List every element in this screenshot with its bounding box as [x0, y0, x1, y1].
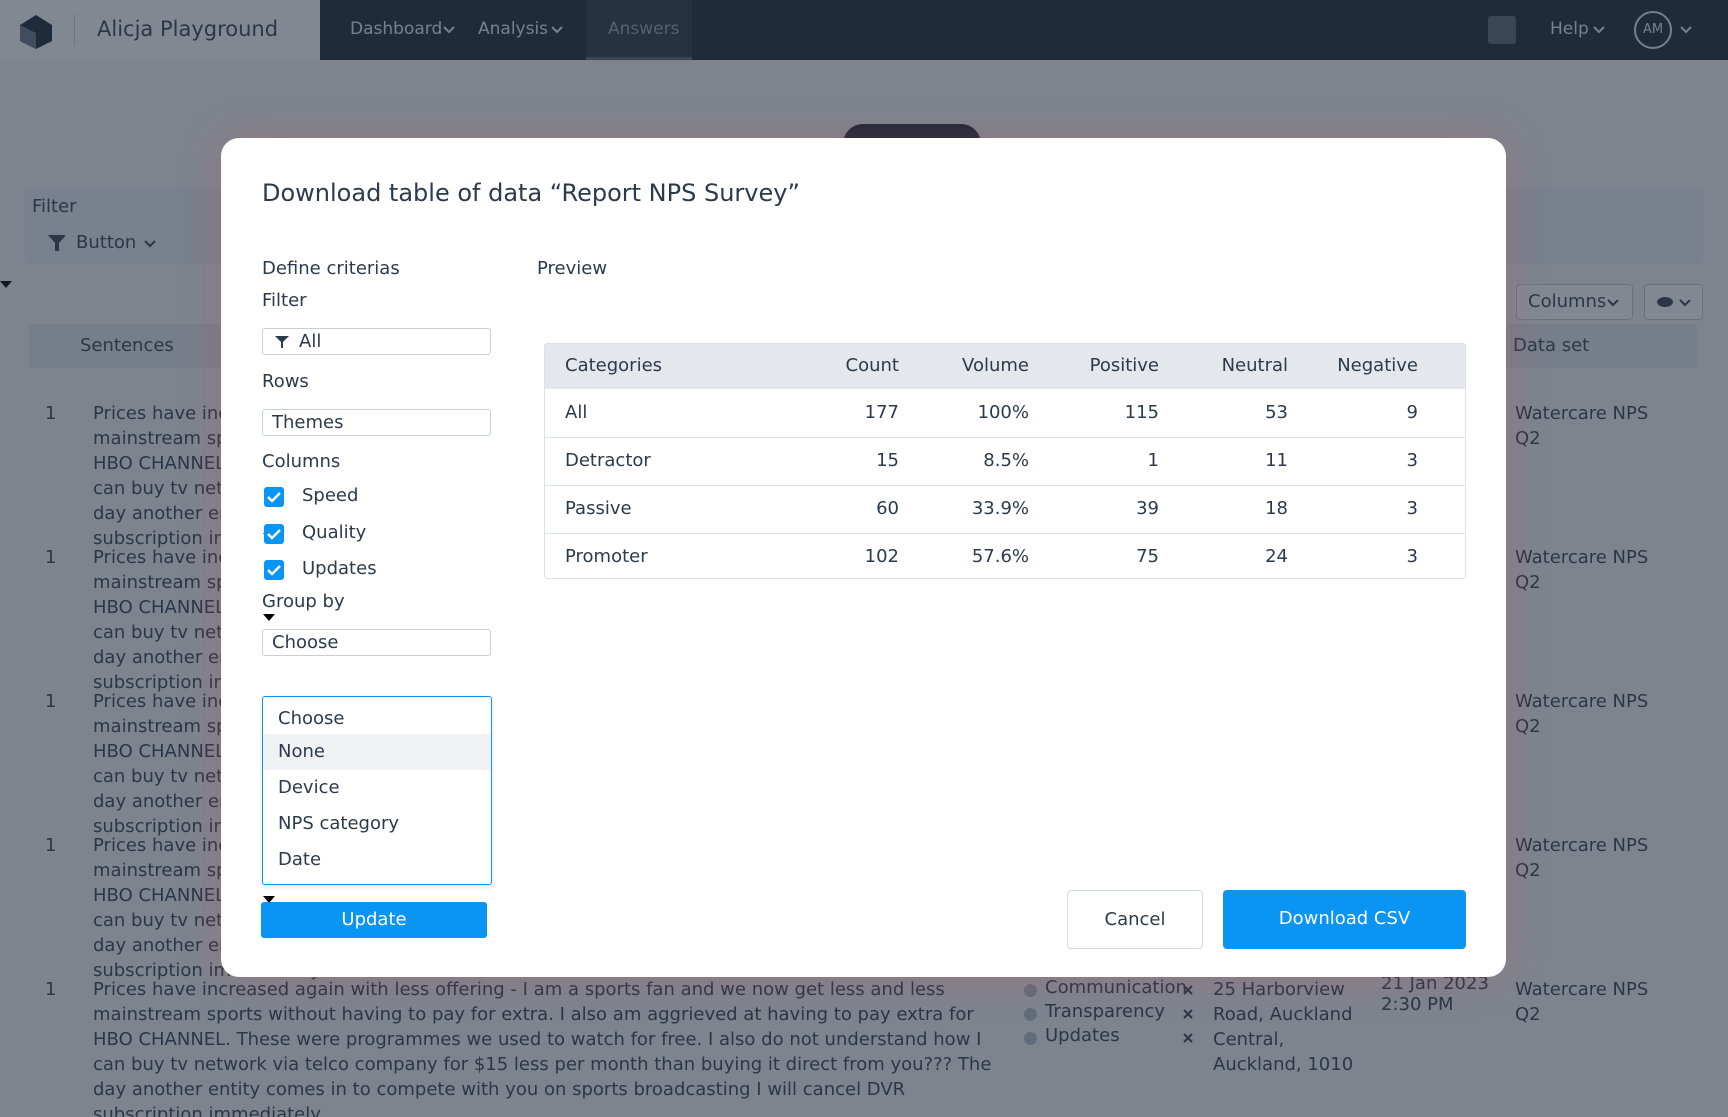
- preview-header-cell: Negative: [1337, 355, 1418, 376]
- column-option[interactable]: Speed: [302, 485, 359, 506]
- rows-select[interactable]: Themes: [262, 409, 491, 621]
- preview-cell: 3: [1406, 450, 1418, 471]
- preview-cell: 60: [876, 498, 899, 519]
- preview-cell: 11: [1265, 450, 1288, 471]
- criteria-label: Define criterias: [262, 258, 400, 279]
- preview-header-cell: Categories: [565, 355, 663, 376]
- group-by-label: Group by: [262, 591, 345, 612]
- column-option[interactable]: Quality: [302, 521, 367, 543]
- dropdown-option[interactable]: Device: [263, 770, 491, 806]
- preview-header-cell: Count: [845, 355, 899, 376]
- cancel-button[interactable]: Cancel: [1067, 890, 1203, 949]
- preview-cell: All: [565, 402, 588, 423]
- check-icon: [267, 492, 281, 503]
- check-icon: [267, 565, 281, 576]
- preview-cell: 177: [864, 402, 899, 423]
- preview-cell: 9: [1406, 402, 1418, 423]
- preview-cell: 33.9%: [971, 498, 1029, 519]
- option-label[interactable]: Device: [278, 777, 340, 798]
- preview-cell: 15: [876, 450, 899, 471]
- download-label[interactable]: Download CSV: [1278, 908, 1411, 929]
- preview-cell: Detractor: [565, 450, 651, 471]
- modal-title: Download table of data “Report NPS Surve…: [262, 179, 800, 207]
- check-icon: [267, 528, 281, 540]
- rows-value[interactable]: Themes: [272, 412, 344, 433]
- dropdown-option[interactable]: Date: [263, 842, 491, 878]
- update-label[interactable]: Update: [341, 909, 407, 930]
- preview-cell: 18: [1265, 498, 1288, 519]
- preview-header-cell: Positive: [1089, 355, 1159, 376]
- dropdown: Choose None Device NPS category Date: [262, 696, 492, 903]
- preview-header-cell: Neutral: [1221, 355, 1288, 376]
- dropdown-option[interactable]: None: [263, 734, 491, 770]
- preview-cell: 100%: [977, 402, 1029, 423]
- preview-label: Preview: [537, 258, 608, 279]
- rows-label: Rows: [262, 371, 309, 392]
- dropdown-option[interactable]: NPS category: [263, 806, 491, 842]
- caret: [263, 896, 275, 903]
- preview-cell: Promoter: [565, 546, 648, 567]
- download-button[interactable]: Download CSV: [1223, 890, 1466, 949]
- preview-cell: Passive: [565, 498, 632, 519]
- preview-header: [545, 344, 1465, 389]
- update-button[interactable]: Update: [261, 902, 487, 938]
- preview-header-cell: Volume: [962, 355, 1029, 376]
- preview-cell: 75: [1136, 546, 1159, 567]
- group-by-value[interactable]: Choose: [272, 632, 339, 653]
- preview-table: Categories Count Volume Positive Neutral Nega…: [544, 343, 1466, 579]
- preview-cell: 53: [1265, 402, 1288, 423]
- filter-value[interactable]: All: [299, 331, 322, 352]
- caret: [263, 614, 275, 621]
- preview-cell: 24: [1265, 546, 1288, 567]
- checkbox[interactable]: [264, 487, 284, 507]
- checkbox[interactable]: [264, 523, 284, 544]
- columns-label: Columns: [262, 451, 341, 472]
- cancel-label[interactable]: Cancel: [1104, 909, 1166, 930]
- preview-cell: 3: [1406, 498, 1418, 519]
- row-divider: [545, 533, 1465, 534]
- filter-label: Filter: [262, 290, 307, 311]
- funnel-icon: [275, 336, 289, 348]
- option-label[interactable]: NPS category: [278, 813, 400, 834]
- preview-cell: 39: [1136, 498, 1159, 519]
- option-label[interactable]: None: [278, 741, 325, 762]
- preview-cell: 102: [864, 546, 899, 567]
- preview-cell: 115: [1124, 402, 1159, 423]
- dropdown-value[interactable]: Choose: [278, 708, 345, 729]
- row-divider: [545, 485, 1465, 486]
- column-option[interactable]: Updates: [302, 558, 377, 579]
- checkbox[interactable]: [264, 560, 284, 580]
- group-by-select[interactable]: Choose: [262, 629, 491, 841]
- modal: Download table of data “Report NPS Surve…: [221, 138, 1506, 977]
- preview-cell: 57.6%: [971, 546, 1029, 567]
- preview-cell: 8.5%: [983, 450, 1029, 471]
- preview-cell: 1: [1147, 450, 1159, 471]
- option-label[interactable]: Date: [278, 849, 322, 870]
- filter-select[interactable]: All: [262, 328, 491, 540]
- preview-cell: 3: [1406, 546, 1418, 567]
- row-divider: [545, 437, 1465, 438]
